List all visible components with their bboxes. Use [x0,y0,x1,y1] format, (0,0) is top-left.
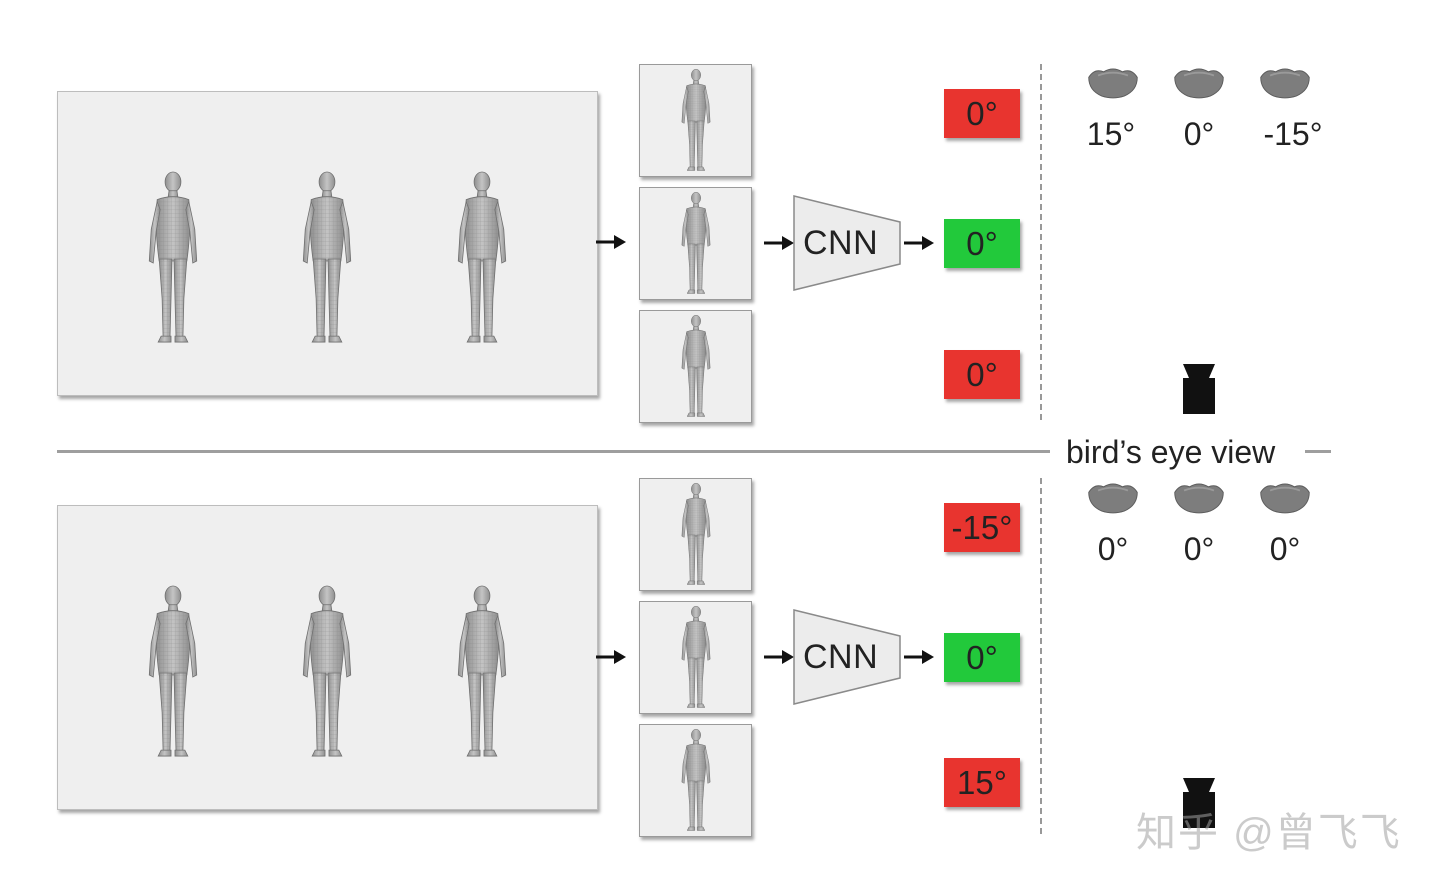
human-figure [140,170,206,348]
crop-thumbnail [639,478,752,591]
angle-badge: 0° [944,89,1020,138]
crop-thumbnail [639,187,752,300]
angle-badge: 0° [944,633,1020,682]
cnn-label: CNN [803,224,879,262]
crop-thumbnail [639,724,752,837]
dashed-divider [1040,478,1042,834]
human-figure [294,584,360,762]
head-angle-label: 0° [1183,531,1215,567]
arrow-icon [596,235,626,249]
input-image-panel-top [57,91,598,396]
camera-icon [1183,364,1215,414]
angle-badge: -15° [944,503,1020,552]
input-image-panel-bottom [57,505,598,810]
crop-thumbnail [639,310,752,423]
angle-badge: 0° [944,219,1020,268]
head-angle-label: 15° [1086,116,1136,152]
crop-thumbnail [639,601,752,714]
human-figure [449,170,515,348]
birds-eye-view-label: bird’s eye view [1066,434,1276,470]
human-figure [294,170,360,348]
section-divider [1305,450,1331,453]
cnn-label: CNN [803,638,879,676]
head-top-icon [1171,66,1227,100]
angle-badge: 0° [944,350,1020,399]
head-angle-label: 0° [1269,531,1301,567]
human-figure [140,584,206,762]
head-angle-label: 0° [1183,116,1215,152]
arrow-icon [764,236,794,250]
cnn-block [793,609,901,705]
head-top-icon [1085,481,1141,515]
watermark: 知乎 @曾飞飞 [1136,811,1402,855]
cnn-block [793,195,901,291]
section-divider [57,450,1050,453]
camera-icon [1183,778,1215,828]
arrow-icon [904,650,934,664]
head-top-icon [1257,481,1313,515]
head-top-icon [1085,66,1141,100]
crop-thumbnail [639,64,752,177]
angle-badge: 15° [944,758,1020,807]
arrow-icon [904,236,934,250]
head-top-icon [1257,66,1313,100]
arrow-icon [764,650,794,664]
head-angle-label: -15° [1263,116,1323,152]
dashed-divider [1040,64,1042,420]
arrow-icon [596,650,626,664]
head-angle-label: 0° [1097,531,1129,567]
head-top-icon [1171,481,1227,515]
human-figure [449,584,515,762]
